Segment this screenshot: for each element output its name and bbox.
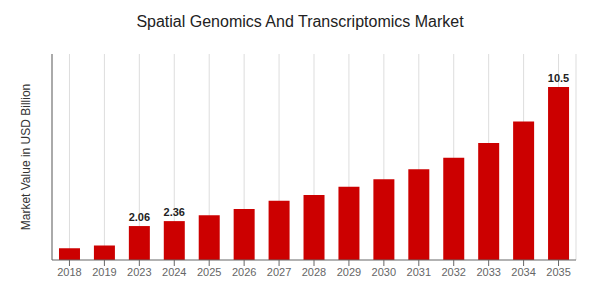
svg-text:Market Value in USD Billion: Market Value in USD Billion bbox=[19, 84, 33, 231]
svg-text:2023: 2023 bbox=[127, 266, 151, 278]
svg-text:2028: 2028 bbox=[302, 266, 326, 278]
svg-text:2032: 2032 bbox=[441, 266, 465, 278]
svg-text:10.5: 10.5 bbox=[548, 72, 569, 84]
svg-text:2033: 2033 bbox=[476, 266, 500, 278]
svg-text:2024: 2024 bbox=[162, 266, 186, 278]
svg-text:2030: 2030 bbox=[372, 266, 396, 278]
svg-text:2019: 2019 bbox=[92, 266, 116, 278]
svg-text:2035: 2035 bbox=[546, 266, 570, 278]
svg-text:2025: 2025 bbox=[197, 266, 221, 278]
svg-text:2018: 2018 bbox=[57, 266, 81, 278]
svg-text:2034: 2034 bbox=[511, 266, 535, 278]
svg-text:2027: 2027 bbox=[267, 266, 291, 278]
svg-text:2.36: 2.36 bbox=[164, 206, 185, 218]
svg-text:2029: 2029 bbox=[337, 266, 361, 278]
svg-text:2026: 2026 bbox=[232, 266, 256, 278]
html-text:Spatial Genomics And Transcrip: Spatial Genomics And Transcriptomics Mar… bbox=[136, 13, 464, 30]
svg-text:2.06: 2.06 bbox=[129, 211, 150, 223]
svg-text:2031: 2031 bbox=[407, 266, 431, 278]
